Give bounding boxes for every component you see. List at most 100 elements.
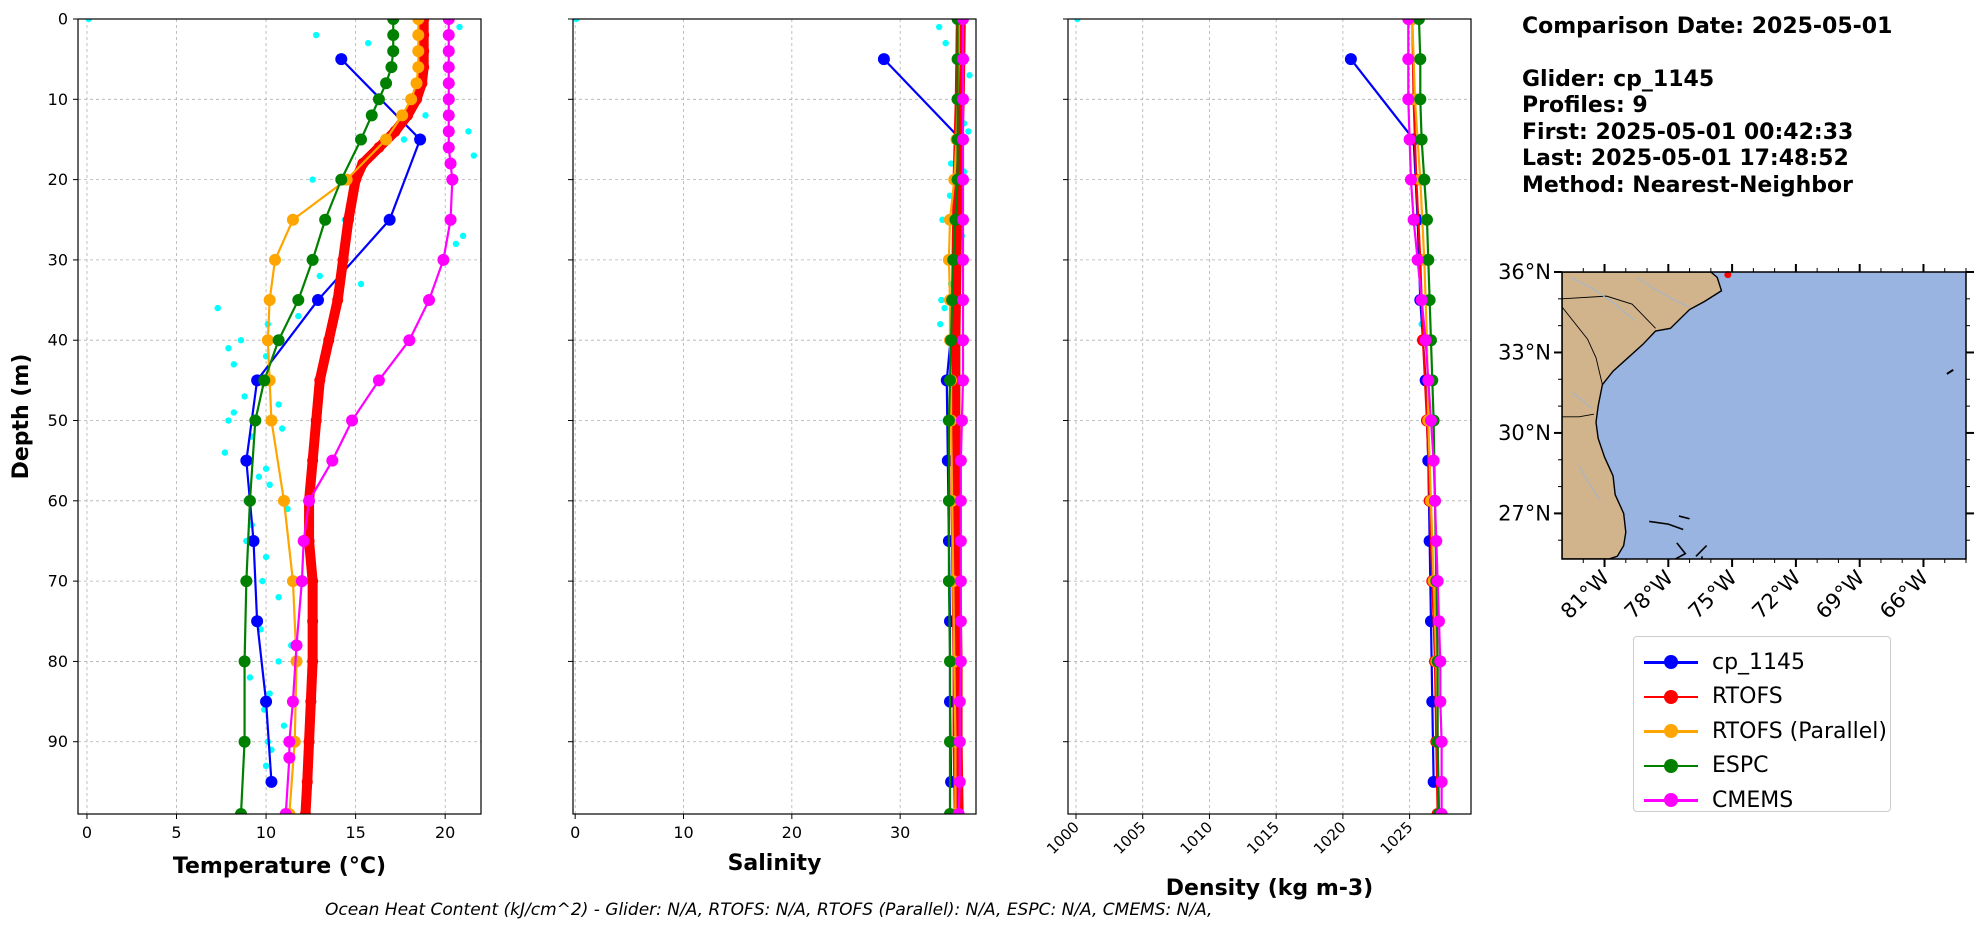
- lon-tick-label: 66°W: [1875, 565, 1933, 623]
- series-point-cmems: [957, 213, 969, 226]
- raw-data-point: [262, 465, 270, 472]
- x-tick-label: 20: [435, 823, 455, 842]
- raw-data-point: [573, 19, 580, 23]
- x-tick-label: 5: [171, 823, 181, 842]
- legend-label: cp_1145: [1712, 649, 1806, 675]
- raw-data-point: [309, 176, 316, 183]
- series-point-cmems: [957, 19, 969, 25]
- series-point-rtofs-parallel: [286, 213, 299, 226]
- raw-data-point: [230, 409, 238, 416]
- series-point-cmems: [1407, 213, 1420, 226]
- raw-data-point: [262, 553, 270, 561]
- island: [1649, 520, 1684, 531]
- legend-label: RTOFS: [1712, 684, 1783, 709]
- series-point-rtofs: [342, 214, 354, 226]
- raw-data-point: [313, 31, 320, 39]
- series-point-espc: [372, 93, 385, 106]
- profile-panel-2: 0 10 20 30 Salinity: [568, 18, 977, 876]
- series-point-cmems: [442, 61, 455, 74]
- raw-data-point: [965, 128, 972, 135]
- lon-tick-label: 81°W: [1556, 565, 1614, 623]
- series-point-espc: [306, 253, 319, 266]
- series-point-rtofs-parallel: [277, 494, 290, 507]
- raw-data-point: [275, 401, 282, 408]
- series-point-rtofs-parallel: [269, 253, 282, 266]
- series-point-cmems: [1404, 173, 1417, 186]
- series-point-rtofs-parallel: [265, 414, 278, 427]
- raw-data-point: [259, 577, 266, 585]
- series-point-cmems: [1402, 53, 1415, 66]
- raw-data-point: [364, 39, 372, 47]
- series-point-cmems: [1434, 695, 1447, 708]
- legend: cp_1145 RTOFS RTOFS (Parallel) ESPC CMEMS: [1633, 636, 1891, 813]
- x-tick-label: 0: [570, 823, 580, 842]
- profile-panel-1: 0 5 10 15 20 0 10 20 30 40 50 60 70 80 90 Temperature (…: [9, 10, 482, 879]
- axes-frame: [1067, 18, 1472, 815]
- lat-tick-label: 33°N: [1498, 340, 1551, 364]
- series-point-cmems: [957, 334, 969, 347]
- series-point-cmems: [295, 575, 308, 588]
- x-axis-label: Salinity: [728, 851, 822, 876]
- series-point-cmems: [326, 454, 339, 467]
- series-point-cmems: [437, 253, 450, 266]
- series-point-cp-1145: [247, 534, 260, 547]
- series-point-cmems: [953, 695, 966, 708]
- series-point-cmems: [290, 639, 303, 652]
- series-point-espc: [942, 414, 955, 427]
- raw-data-point: [459, 232, 467, 240]
- series-point-cmems: [954, 575, 967, 588]
- series-point-cmems: [403, 334, 416, 347]
- series-point-cmems: [283, 751, 296, 764]
- x-tick-label: 10: [673, 823, 693, 842]
- raw-data-point: [947, 160, 955, 167]
- series-point-rtofs: [307, 655, 319, 667]
- series-point-espc: [387, 29, 400, 42]
- series-point-espc: [243, 494, 256, 507]
- raw-data-point: [939, 216, 946, 223]
- river: [1636, 276, 1690, 308]
- legend-label: ESPC: [1712, 753, 1769, 778]
- series-point-cmems: [372, 374, 385, 387]
- series-point-espc: [947, 253, 960, 266]
- y-tick-label: 30: [48, 250, 68, 269]
- series-point-cmems: [1402, 19, 1415, 25]
- series-point-espc: [240, 575, 253, 588]
- series-point-espc: [354, 133, 367, 146]
- series-point-rtofs-parallel: [286, 575, 299, 588]
- series-line-espc: [947, 19, 959, 814]
- axes-frame: [572, 18, 977, 815]
- series-point-espc: [238, 735, 251, 748]
- series-point-cp-1145: [260, 695, 273, 708]
- series-point-espc: [1415, 133, 1428, 146]
- x-axis-label: Density (kg m-3): [1166, 876, 1374, 901]
- series-point-cmems: [957, 253, 969, 266]
- series-point-espc: [335, 173, 348, 186]
- series-point-cmems: [1403, 133, 1416, 146]
- raw-data-point: [400, 136, 408, 143]
- raw-data-point: [278, 425, 286, 432]
- series-point-cmems: [279, 808, 292, 814]
- series-point-rtofs-parallel: [396, 109, 409, 122]
- series-point-espc: [249, 414, 262, 427]
- series-point-espc: [1418, 173, 1431, 186]
- series-point-rtofs-parallel: [410, 77, 423, 90]
- lat-tick-label: 30°N: [1498, 421, 1551, 445]
- x-tick-label: 15: [345, 823, 365, 842]
- legend-label: CMEMS: [1712, 787, 1794, 813]
- series-point-cmems: [442, 19, 455, 25]
- series-point-cmems: [1422, 374, 1435, 387]
- raw-data-point: [935, 23, 943, 31]
- comparison-date: Comparison Date: 2025-05-01: [1522, 14, 1893, 39]
- series-point-cmems: [346, 414, 359, 427]
- series-point-espc: [258, 374, 271, 387]
- legend-swatch: [1644, 721, 1698, 741]
- series-point-rtofs-parallel: [412, 29, 425, 42]
- first-profile-time: First: 2025-05-01 00:42:33: [1522, 119, 1854, 145]
- series-point-cmems: [954, 534, 967, 547]
- series-point-espc: [1412, 19, 1425, 25]
- series-point-rtofs: [307, 575, 319, 587]
- series-point-cmems: [1434, 655, 1447, 668]
- series-point-cmems: [1427, 454, 1440, 467]
- y-tick-label: 50: [48, 411, 68, 430]
